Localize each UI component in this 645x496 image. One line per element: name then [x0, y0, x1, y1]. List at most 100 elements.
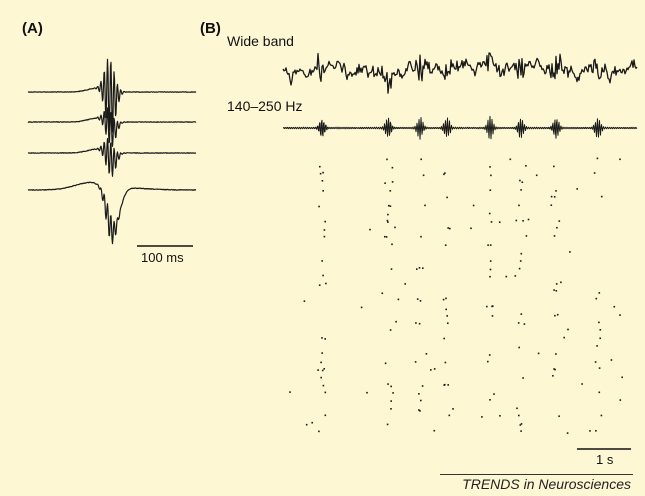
spike-mark	[499, 415, 501, 417]
spike-mark	[593, 172, 596, 174]
spike-mark	[518, 267, 521, 270]
spike-mark	[470, 227, 472, 230]
spike-mark	[324, 220, 326, 223]
spike-mark	[554, 314, 556, 317]
spike-mark	[613, 305, 616, 308]
spike-mark	[489, 268, 492, 271]
spike-mark	[386, 423, 389, 426]
spike-mark	[443, 173, 445, 176]
spike-mark	[323, 235, 326, 238]
spike-mark	[419, 410, 421, 412]
panel-a-waveforms	[27, 58, 197, 245]
spike-mark	[446, 315, 448, 317]
spike-mark	[397, 298, 400, 301]
spike-mark	[519, 179, 521, 182]
spike-mark	[418, 393, 420, 395]
spike-mark	[598, 321, 600, 324]
spike-mark	[394, 226, 396, 229]
spike-mark	[447, 322, 449, 324]
spike-mark	[553, 235, 556, 237]
spike-mark	[317, 369, 319, 371]
spike-mark	[522, 220, 524, 222]
spike-mark	[520, 423, 523, 425]
spike-mark	[552, 375, 554, 377]
waveform-4	[27, 181, 197, 245]
spike-mark	[385, 236, 388, 238]
spike-mark	[418, 267, 421, 269]
spike-mark	[535, 174, 538, 177]
spike-mark	[472, 204, 475, 207]
spike-mark	[324, 414, 327, 417]
spike-mark	[386, 158, 388, 161]
spike-mark	[558, 415, 560, 417]
spike-mark	[619, 399, 622, 401]
filtered-signal	[282, 115, 638, 140]
spike-mark	[517, 322, 520, 324]
spike-mark	[621, 376, 623, 379]
spike-mark	[452, 408, 454, 410]
spike-mark	[319, 172, 322, 175]
spike-mark	[569, 251, 571, 253]
spike-mark	[430, 369, 432, 371]
spike-mark	[594, 361, 597, 363]
spike-mark	[553, 196, 556, 198]
spike-mark	[390, 268, 393, 270]
spike-mark	[489, 244, 492, 246]
spike-mark	[386, 219, 389, 222]
spike-mark	[567, 328, 569, 331]
spike-mark	[563, 336, 565, 339]
wide-band-signal	[282, 52, 638, 94]
footer-rule	[440, 474, 633, 475]
spike-mark	[599, 329, 602, 331]
spike-mark	[488, 212, 491, 215]
spike-mark	[289, 391, 291, 393]
spike-mark	[446, 196, 448, 199]
spike-mark	[556, 313, 559, 316]
spike-mark	[318, 205, 320, 208]
spike-mark	[420, 158, 422, 161]
waveform-2	[27, 107, 197, 147]
spike-mark	[321, 337, 323, 339]
spike-mark	[619, 158, 621, 161]
wide-band-trace	[282, 52, 638, 94]
spike-mark	[518, 204, 520, 207]
spike-mark	[320, 361, 322, 364]
spike-mark	[518, 414, 520, 417]
spike-mark	[598, 367, 601, 369]
spike-mark	[527, 218, 530, 221]
spike-mark	[388, 204, 390, 207]
spike-mark	[490, 221, 493, 223]
spike-mark	[321, 260, 323, 262]
spike-mark	[519, 424, 522, 426]
spike-mark	[421, 385, 424, 387]
spike-mark	[610, 359, 613, 361]
spike-mark	[493, 393, 495, 395]
spike-mark	[598, 391, 601, 394]
spike-mark	[319, 165, 321, 168]
spike-mark	[321, 352, 323, 354]
spike-mark	[444, 361, 447, 364]
spike-mark	[550, 204, 553, 206]
source-credit: TRENDS in Neurosciences	[462, 476, 631, 492]
panel-a-scale-label: 100 ms	[141, 250, 184, 265]
spike-mark	[447, 384, 449, 386]
spike-mark	[384, 182, 386, 184]
spike-mark	[596, 345, 598, 347]
spike-mark	[369, 228, 371, 231]
spike-mark	[489, 260, 492, 262]
spike-mark	[489, 399, 491, 401]
spike-mark	[415, 322, 417, 324]
filtered-band-label: 140–250 Hz	[227, 98, 303, 114]
panel-b-label: (B)	[200, 20, 221, 37]
spike-mark	[554, 368, 556, 371]
spike-mark	[360, 306, 363, 309]
spike-mark	[581, 383, 583, 385]
spike-mark	[389, 205, 392, 207]
spike-mark	[391, 166, 394, 169]
spike-mark	[490, 174, 492, 177]
spike-mark	[521, 181, 524, 183]
panel-a-label: (A)	[22, 20, 43, 37]
spike-mark	[505, 275, 508, 278]
spike-mark	[619, 314, 621, 316]
